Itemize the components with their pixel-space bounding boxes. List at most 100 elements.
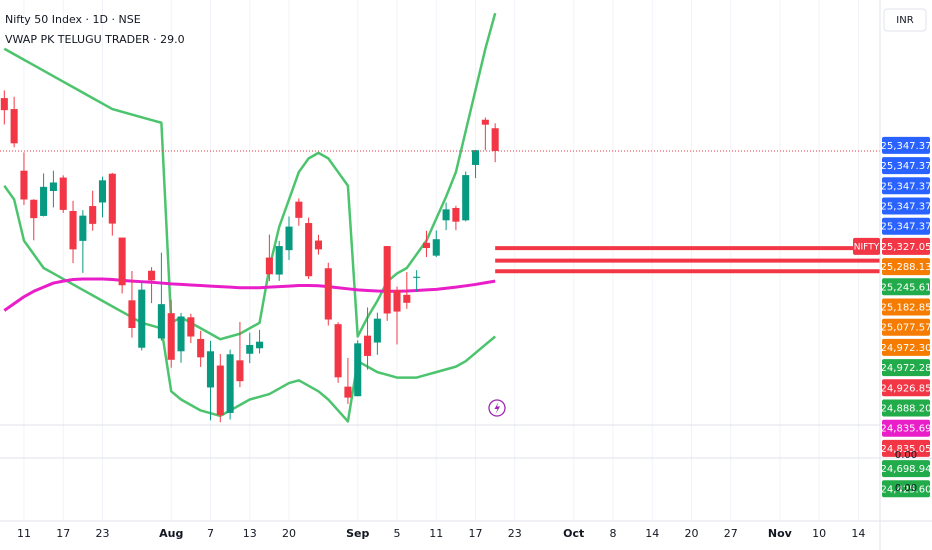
candle-body [491, 128, 499, 151]
price-label: 25,327.05 [881, 242, 932, 253]
candle-body [334, 324, 342, 378]
price-label-box [882, 439, 930, 457]
candle-body [422, 242, 430, 248]
lightning-icon [494, 402, 500, 414]
x-tick-label: 17 [56, 527, 70, 540]
candle-body [187, 317, 195, 337]
candle-body [452, 207, 460, 222]
candle-body [403, 294, 411, 303]
candle-body [275, 246, 283, 275]
indicator-line [3, 12, 497, 341]
currency-button[interactable] [883, 8, 927, 32]
price-label-box [882, 278, 930, 296]
candle-body [265, 257, 273, 275]
candle-body [128, 300, 136, 328]
candle-body [236, 360, 244, 382]
candle-body [393, 290, 401, 312]
candle-body [442, 209, 450, 221]
candle-body [69, 210, 77, 250]
candle-body [305, 223, 313, 277]
price-label: 25,347.37 [881, 202, 932, 213]
price-label-box [882, 480, 930, 498]
price-label: 25,245.61 [881, 282, 932, 293]
price-label-box [882, 338, 930, 356]
x-tick-label: 23 [95, 527, 109, 540]
x-tick-label: 20 [282, 527, 296, 540]
candle-body [30, 199, 38, 219]
indicator-line [3, 277, 496, 312]
candle-body [40, 186, 48, 216]
x-tick-label: 11 [429, 527, 443, 540]
x-tick-label: Oct [563, 527, 584, 540]
price-label-box [882, 177, 930, 195]
symbol-tag: NIFTY [854, 242, 880, 252]
x-tick-label: 20 [685, 527, 699, 540]
price-label-box [882, 399, 930, 417]
candle-body [0, 98, 8, 111]
price-label-box [882, 379, 930, 397]
price-label: 25,347.37 [881, 141, 932, 152]
candle-body [206, 351, 215, 388]
price-label-box [882, 298, 930, 316]
price-label-box [882, 197, 930, 215]
price-label-box [882, 318, 930, 336]
candle-body [295, 201, 303, 218]
candle-body [10, 109, 18, 144]
price-label: 24,835.05 [881, 444, 932, 455]
axes: 11 17 23 Aug 7 13 20 Sep 5 11 17 23 Oct 8 14 20 27 Nov 10 1… [17, 136, 932, 540]
candle-body [432, 239, 440, 256]
candle-body [226, 354, 234, 413]
candle-body [373, 318, 381, 343]
chart-title: Nifty 50 Index · 1D · NSE [5, 13, 141, 26]
price-label-box [882, 136, 930, 154]
candle-body [157, 304, 165, 339]
x-tick-label: 14 [851, 527, 865, 540]
x-tick-label: 11 [17, 527, 31, 540]
price-label: 25,347.37 [881, 181, 932, 192]
candle-body [285, 226, 293, 251]
x-tick-label: Nov [768, 527, 793, 540]
x-tick-label: 27 [724, 527, 738, 540]
currency[interactable]: INR [896, 15, 913, 26]
x-tick-label: 10 [812, 527, 826, 540]
price-label: 24,698.94 [881, 464, 932, 475]
candle-body [79, 215, 87, 241]
indicator-line [3, 185, 496, 423]
pane-value-label: 0.00 [895, 450, 917, 461]
candle-body [216, 365, 224, 416]
x-tick-label: 7 [207, 527, 214, 540]
price-label: 25,347.37 [881, 222, 932, 233]
candle-body [167, 313, 175, 360]
price-label-box [882, 359, 930, 377]
candle-body [108, 173, 116, 224]
candle-body [344, 386, 352, 398]
price-label: 24,835.69 [881, 424, 932, 435]
price-label: 25,347.37 [881, 161, 932, 172]
candle-body [118, 237, 126, 286]
price-label-box [882, 217, 930, 235]
pane-value-label: 0.00 [895, 483, 917, 494]
price-label-box [882, 258, 930, 276]
price-label-box [882, 157, 930, 175]
candle-body [98, 180, 107, 203]
price-label-box [882, 237, 930, 255]
candle-body [383, 246, 391, 314]
candle-body [148, 270, 156, 281]
price-label-box [882, 419, 930, 437]
candle-body [197, 338, 205, 358]
price-label: 24,926.85 [881, 383, 932, 394]
candle-body [472, 150, 480, 165]
x-tick-label: 17 [469, 527, 483, 540]
indicator-name: VWAP PK TELUGU TRADER · 29.0 [5, 33, 185, 46]
price-label-box [882, 460, 930, 478]
candle-body [138, 289, 146, 348]
candle-body [354, 343, 362, 397]
price-label: 25,077.57 [881, 323, 932, 334]
candle-body [481, 119, 489, 125]
x-tick-label: Sep [346, 527, 369, 540]
price-label: 24,888.20 [881, 404, 932, 415]
candle-body [364, 335, 372, 356]
x-tick-label: Aug [159, 527, 183, 540]
